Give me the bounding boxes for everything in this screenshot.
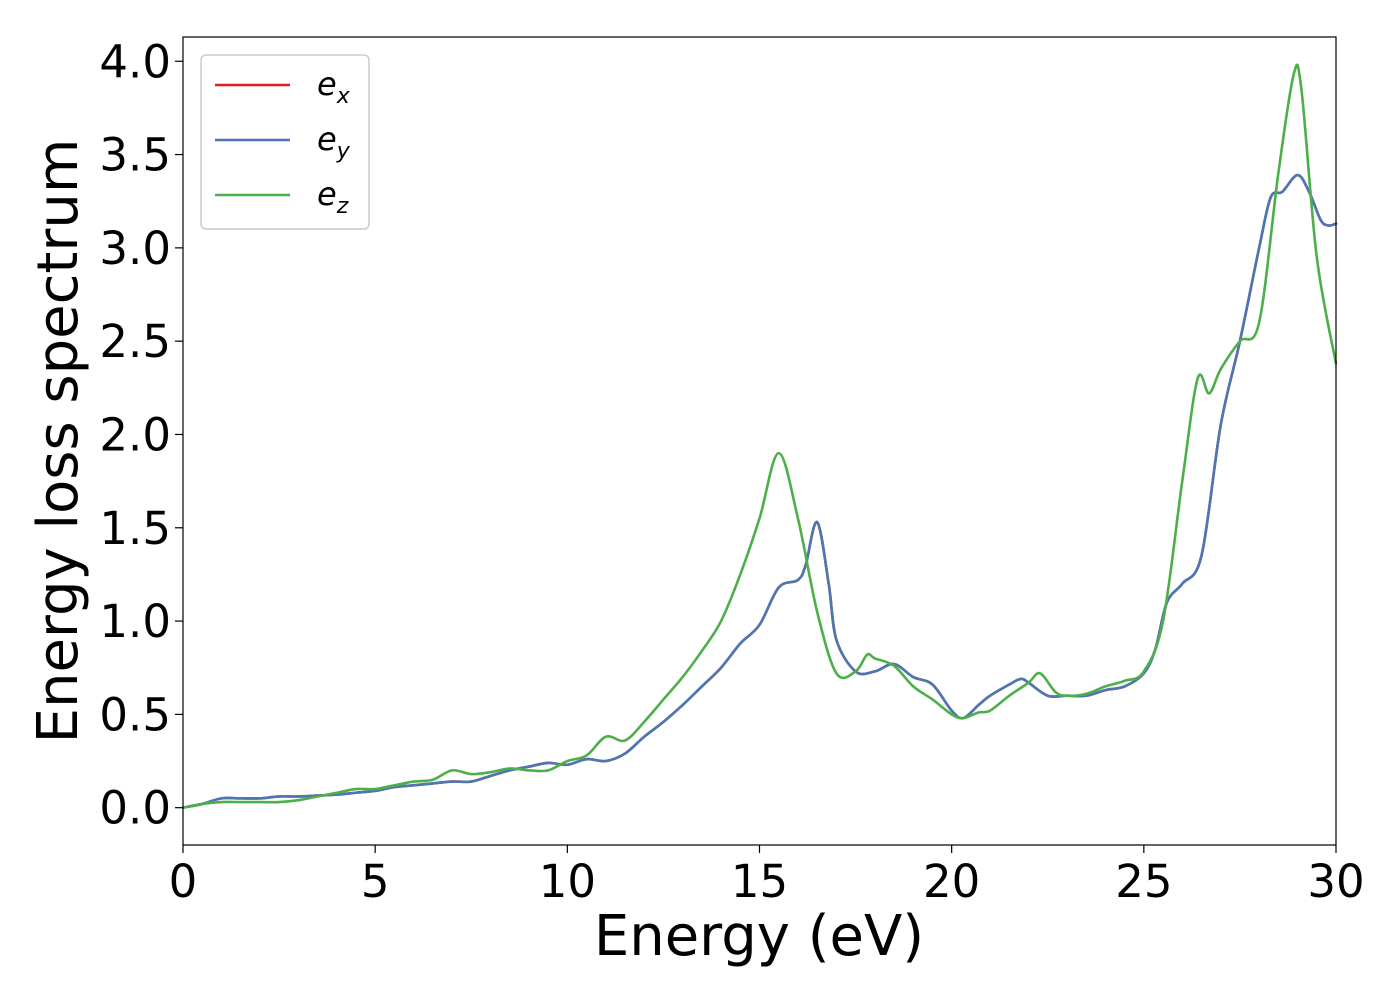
x-tick-label: 5 bbox=[361, 855, 390, 908]
legend-label-ez: ez bbox=[317, 175, 349, 219]
y-tick-label: 1.5 bbox=[99, 502, 171, 555]
x-tick-label: 10 bbox=[539, 855, 596, 908]
x-axis-label: Energy (eV) bbox=[594, 904, 924, 969]
y-axis-label: Energy loss spectrum bbox=[26, 139, 91, 744]
x-tick-label: 0 bbox=[169, 855, 198, 908]
x-tick-label: 15 bbox=[731, 855, 788, 908]
y-tick-label: 3.0 bbox=[99, 222, 171, 275]
y-tick-label: 2.5 bbox=[99, 315, 171, 368]
y-tick-label: 0.5 bbox=[99, 688, 171, 741]
legend-box bbox=[200, 54, 370, 230]
y-tick-label: 4.0 bbox=[99, 35, 171, 88]
x-tick-label: 30 bbox=[1307, 855, 1364, 908]
legend: ex ey ez bbox=[200, 54, 370, 230]
legend-entries: ex ey ez bbox=[215, 65, 351, 219]
legend-label-ey: ey bbox=[317, 120, 351, 164]
y-tick-label: 1.0 bbox=[99, 595, 171, 648]
y-tick-label: 0.0 bbox=[99, 782, 171, 835]
series-line-ey bbox=[181, 173, 1338, 809]
x-tick-label: 25 bbox=[1115, 855, 1172, 908]
x-axis-ticks: 0 5 10 15 20 25 30 bbox=[169, 845, 1365, 908]
series-layer bbox=[181, 63, 1338, 809]
legend-label-ex: ex bbox=[317, 65, 351, 109]
x-tick-label: 20 bbox=[923, 855, 980, 908]
y-axis-ticks: 0.0 0.5 1.0 1.5 2.0 2.5 3.0 3.5 4.0 bbox=[99, 35, 183, 835]
series-line-ez bbox=[181, 63, 1338, 809]
y-tick-label: 3.5 bbox=[99, 129, 171, 182]
y-tick-label: 2.0 bbox=[99, 408, 171, 461]
